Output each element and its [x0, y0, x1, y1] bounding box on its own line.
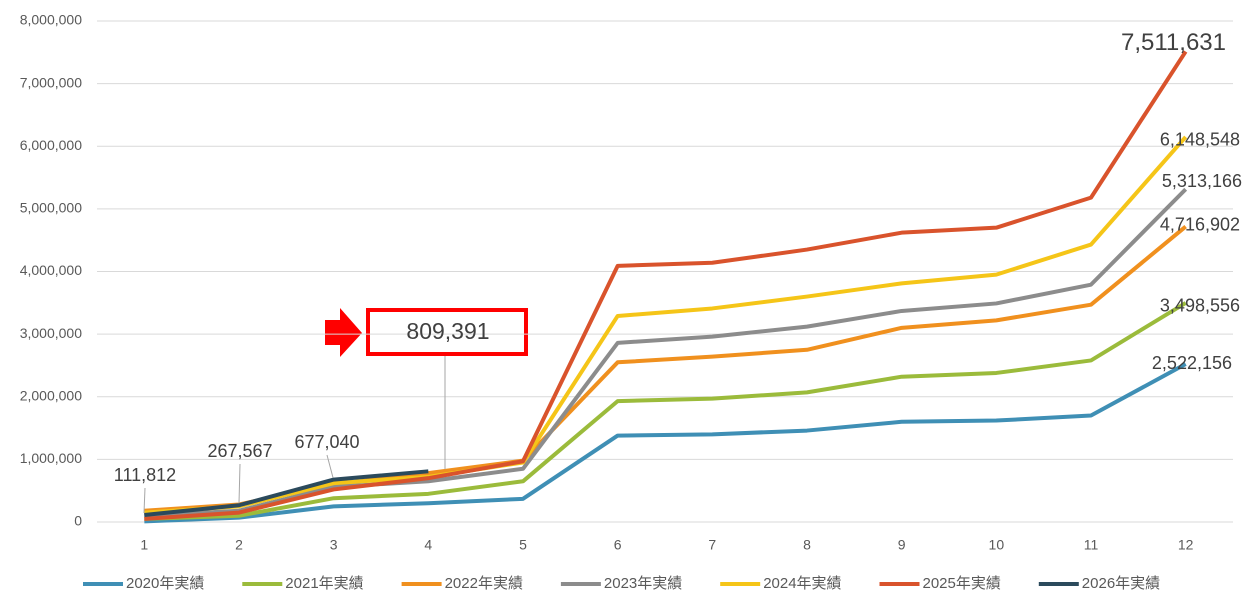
- highlight-arrow: [325, 308, 362, 357]
- x-tick-label: 4: [424, 537, 432, 553]
- data-label: 809,391: [406, 318, 489, 344]
- y-tick-label: 7,000,000: [20, 74, 82, 90]
- legend-label: 2022年実績: [445, 575, 523, 592]
- y-tick-label: 8,000,000: [20, 12, 82, 28]
- data-label: 4,716,902: [1160, 214, 1240, 234]
- data-label: 2,522,156: [1152, 353, 1232, 373]
- x-tick-label: 6: [614, 537, 622, 553]
- series-line: [144, 469, 429, 517]
- x-tick-label: 7: [708, 537, 716, 553]
- data-label: 267,567: [207, 441, 272, 461]
- data-label: 111,812: [114, 465, 176, 485]
- legend-label: 2026年実績: [1082, 575, 1160, 592]
- x-tick-label: 5: [519, 537, 527, 553]
- leader-line: [326, 454, 334, 478]
- series-line: [144, 187, 1188, 518]
- series-line: [144, 50, 1188, 521]
- data-label: 677,040: [294, 432, 359, 452]
- data-label: 5,313,166: [1162, 171, 1242, 191]
- y-tick-label: 2,000,000: [20, 387, 82, 403]
- y-tick-label: 6,000,000: [20, 137, 82, 153]
- legend-label: 2023年実績: [604, 575, 682, 592]
- y-tick-label: 0: [74, 513, 82, 529]
- legend-label: 2020年実績: [126, 575, 204, 592]
- legend-label: 2021年実績: [285, 575, 363, 592]
- data-label: 7,511,631: [1121, 29, 1226, 56]
- x-tick-label: 12: [1178, 537, 1194, 553]
- y-tick-label: 5,000,000: [20, 200, 82, 216]
- x-tick-label: 2: [235, 537, 243, 553]
- leader-line: [143, 487, 146, 514]
- x-tick-label: 3: [330, 537, 338, 553]
- series-line: [144, 135, 1188, 515]
- y-tick-label: 1,000,000: [20, 450, 82, 466]
- leader-line: [238, 463, 241, 504]
- data-label: 3,498,556: [1160, 296, 1240, 316]
- legend-label: 2024年実績: [763, 575, 841, 592]
- highlight-box: [366, 308, 528, 356]
- data-label: 6,148,548: [1160, 130, 1240, 150]
- x-tick-label: 10: [989, 537, 1005, 553]
- x-tick-label: 9: [898, 537, 906, 553]
- y-tick-label: 3,000,000: [20, 325, 82, 341]
- y-tick-label: 4,000,000: [20, 262, 82, 278]
- legend-label: 2025年実績: [923, 575, 1001, 592]
- series-line: [144, 301, 1187, 521]
- x-tick-label: 8: [803, 537, 811, 553]
- x-tick-label: 1: [140, 537, 148, 553]
- x-tick-label: 11: [1084, 537, 1099, 553]
- series-line: [144, 362, 1187, 524]
